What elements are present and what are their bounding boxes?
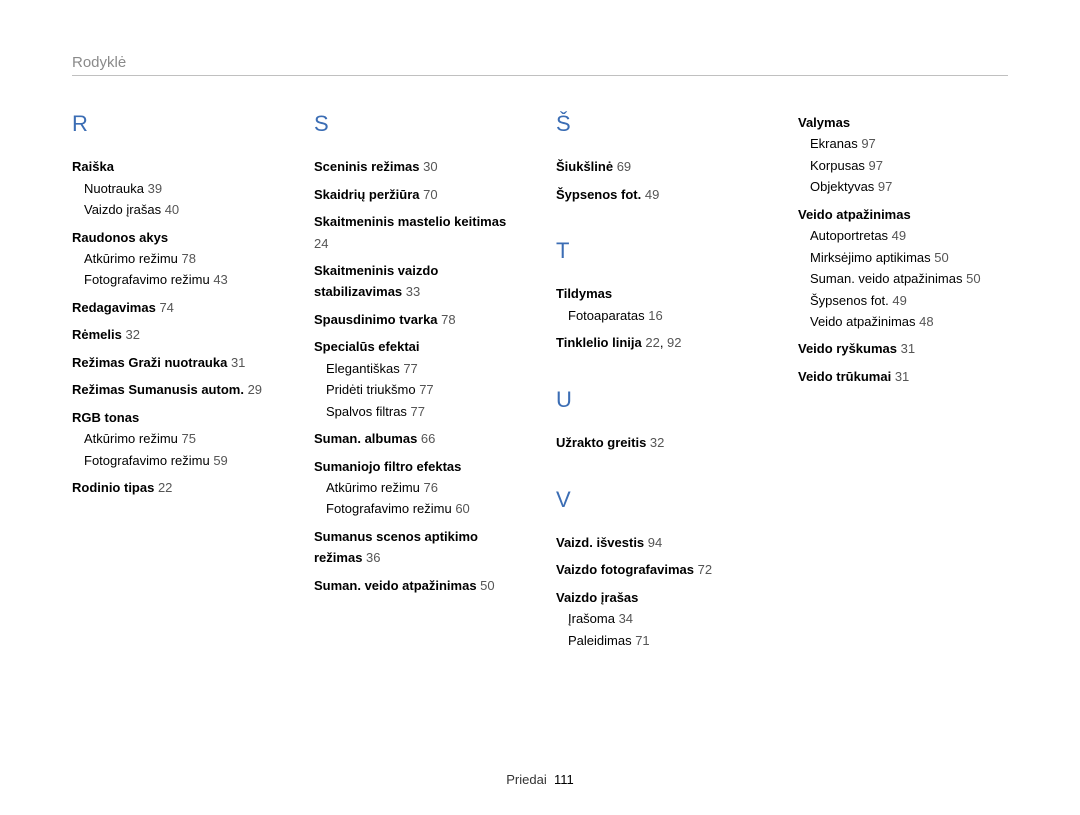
index-entry: Specialūs efektai <box>314 336 524 357</box>
index-subentry: Suman. veido atpažinimas 50 <box>798 268 1008 289</box>
index-entry: Veido ryškumas 31 <box>798 338 1008 359</box>
index-subentry: Šypsenos fot. 49 <box>798 290 1008 311</box>
index-entry: Valymas <box>798 112 1008 133</box>
index-subentry: Objektyvas 97 <box>798 176 1008 197</box>
index-subentry: Fotoaparatas 16 <box>556 305 766 326</box>
index-letter: S <box>314 106 524 142</box>
index-subentry: Vaizdo įrašas 40 <box>72 199 282 220</box>
index-entry: Sceninis režimas 30 <box>314 156 524 177</box>
index-entry: Raudonos akys <box>72 227 282 248</box>
index-entry: Šypsenos fot. 49 <box>556 184 766 205</box>
header-title: Rodyklė <box>72 54 126 71</box>
index-subentry: Nuotrauka 39 <box>72 178 282 199</box>
index-subentry: Atkūrimo režimu 76 <box>314 477 524 498</box>
index-entry: Suman. albumas 66 <box>314 428 524 449</box>
index-subentry: Fotografavimo režimu 59 <box>72 450 282 471</box>
index-column: ValymasEkranas 97Korpusas 97Objektyvas 9… <box>798 106 1008 651</box>
index-subentry: Spalvos filtras 77 <box>314 401 524 422</box>
index-column: R RaiškaNuotrauka 39Vaizdo įrašas 40 Raudo… <box>72 106 282 651</box>
page-footer: Priedai 111 <box>0 772 1080 787</box>
index-subentry: Mirksėjimo aptikimas 50 <box>798 247 1008 268</box>
header-rule <box>72 75 1008 76</box>
index-subentry: Atkūrimo režimu 78 <box>72 248 282 269</box>
index-subentry: Ekranas 97 <box>798 133 1008 154</box>
index-entry: Tinklelio linija 22, 92 <box>556 332 766 353</box>
footer-page-number: 111 <box>554 772 574 787</box>
index-entry: Raiška <box>72 156 282 177</box>
index-entry: Tildymas <box>556 283 766 304</box>
index-entry: Skaitmeninis vaizdo stabilizavimas 33 <box>314 260 524 303</box>
index-subentry: Autoportretas 49 <box>798 225 1008 246</box>
index-letter: V <box>556 482 766 518</box>
page-header: Rodyklė <box>72 54 1008 71</box>
index-entry: Rėmelis 32 <box>72 324 282 345</box>
index-entry: Vaizd. išvestis 94 <box>556 532 766 553</box>
index-entry: Šiukšlinė 69 <box>556 156 766 177</box>
index-entry: Sumanus scenos aptikimo režimas 36 <box>314 526 524 569</box>
index-letter: U <box>556 382 766 418</box>
index-entry: RGB tonas <box>72 407 282 428</box>
index-subentry: Įrašoma 34 <box>556 608 766 629</box>
index-subentry: Atkūrimo režimu 75 <box>72 428 282 449</box>
index-entry: Vaizdo fotografavimas 72 <box>556 559 766 580</box>
index-subentry: Elegantiškas 77 <box>314 358 524 379</box>
index-entry: Skaidrių peržiūra 70 <box>314 184 524 205</box>
index-subentry: Fotografavimo režimu 43 <box>72 269 282 290</box>
index-entry: Režimas Sumanusis autom. 29 <box>72 379 282 400</box>
index-subentry: Korpusas 97 <box>798 155 1008 176</box>
index-entry: Rodinio tipas 22 <box>72 477 282 498</box>
index-subentry: Paleidimas 71 <box>556 630 766 651</box>
index-entry: Spausdinimo tvarka 78 <box>314 309 524 330</box>
index-entry: Veido trūkumai 31 <box>798 366 1008 387</box>
index-column: Š Šiukšlinė 69 Šypsenos fot. 49 T TildymasFo… <box>556 106 766 651</box>
index-entry: Skaitmeninis mastelio keitimas 24 <box>314 211 524 254</box>
index-entry: Veido atpažinimas <box>798 204 1008 225</box>
index-subentry: Fotografavimo režimu 60 <box>314 498 524 519</box>
index-entry: Vaizdo įrašas <box>556 587 766 608</box>
index-column: S Sceninis režimas 30 Skaidrių peržiūra 70… <box>314 106 524 651</box>
index-page: Rodyklė RRaiškaNuotrauka 39Vaizdo įrašas… <box>0 0 1080 651</box>
index-entry: Suman. veido atpažinimas 50 <box>314 575 524 596</box>
index-entry: Režimas Graži nuotrauka 31 <box>72 352 282 373</box>
index-entry: Užrakto greitis 32 <box>556 432 766 453</box>
index-letter: R <box>72 106 282 142</box>
index-letter: T <box>556 233 766 269</box>
index-columns: R RaiškaNuotrauka 39Vaizdo įrašas 40 Raudo… <box>72 106 1008 651</box>
index-subentry: Pridėti triukšmo 77 <box>314 379 524 400</box>
index-entry: Sumaniojo filtro efektas <box>314 456 524 477</box>
index-subentry: Veido atpažinimas 48 <box>798 311 1008 332</box>
index-letter: Š <box>556 106 766 142</box>
index-entry: Redagavimas 74 <box>72 297 282 318</box>
footer-section: Priedai <box>506 772 546 787</box>
